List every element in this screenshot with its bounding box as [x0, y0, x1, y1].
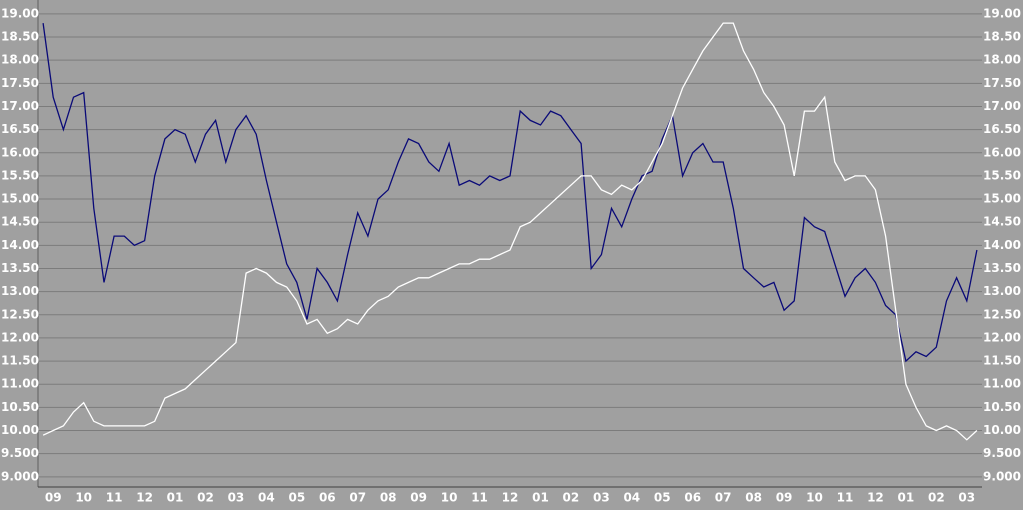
y2-tick-label: 12.50 — [983, 307, 1021, 321]
x-tick-label: 08 — [380, 491, 397, 505]
y2-tick-label: 18.50 — [983, 30, 1021, 44]
y-tick-label: 16.00 — [1, 145, 39, 159]
x-tick-label: 05 — [288, 491, 305, 505]
y2-tick-label: 11.50 — [983, 354, 1021, 368]
y-tick-label: 19.00 — [1, 6, 39, 20]
y-tick-label: 11.50 — [1, 354, 39, 368]
y-tick-label: 14.00 — [1, 238, 39, 252]
x-tick-label: 05 — [654, 491, 671, 505]
x-tick-label: 02 — [563, 491, 580, 505]
y2-tick-label: 17.00 — [983, 99, 1021, 113]
y2-tick-label: 14.00 — [983, 238, 1021, 252]
y2-tick-label: 15.00 — [983, 192, 1021, 206]
x-tick-label: 07 — [715, 491, 732, 505]
y2-tick-label: 17.50 — [983, 76, 1021, 90]
x-tick-label: 09 — [45, 491, 62, 505]
x-tick-label: 06 — [684, 491, 701, 505]
y-tick-label: 17.00 — [1, 99, 39, 113]
y-tick-label: 14.50 — [1, 215, 39, 229]
x-tick-label: 01 — [898, 491, 915, 505]
x-tick-label: 03 — [228, 491, 245, 505]
x-tick-label: 03 — [958, 491, 975, 505]
price-line — [42, 23, 978, 363]
x-tick-label: 11 — [471, 491, 488, 505]
y-tick-label: 13.00 — [1, 284, 39, 298]
x-tick-label: 08 — [745, 491, 762, 505]
y2-tick-label: 15.50 — [983, 168, 1021, 182]
x-tick-label: 01 — [167, 491, 184, 505]
y2-tick-label: 18.00 — [983, 53, 1021, 67]
y2-tick-label: 14.50 — [983, 215, 1021, 229]
x-tick-label: 09 — [776, 491, 793, 505]
y2-tick-label: 16.00 — [983, 145, 1021, 159]
x-tick-label: 04 — [623, 491, 640, 505]
x-tick-label: 10 — [75, 491, 92, 505]
y-tick-label: 9.000 — [1, 469, 39, 483]
y-tick-label: 15.00 — [1, 192, 39, 206]
x-tick-label: 09 — [410, 491, 427, 505]
y2-tick-label: 9.000 — [983, 469, 1021, 483]
x-tick-label: 12 — [136, 491, 153, 505]
y-tick-label: 11.00 — [1, 377, 39, 391]
x-tick-label: 12 — [867, 491, 884, 505]
y-tick-label: 15.50 — [1, 168, 39, 182]
y2-tick-label: 19.00 — [983, 6, 1021, 20]
y-tick-label: 18.00 — [1, 53, 39, 67]
y2-tick-label: 9.500 — [983, 446, 1021, 460]
x-tick-label: 10 — [441, 491, 458, 505]
y-tick-label: 10.00 — [1, 423, 39, 437]
x-tick-label: 02 — [928, 491, 945, 505]
y-tick-label: 17.50 — [1, 76, 39, 90]
price-line — [42, 22, 978, 441]
x-tick-label: 12 — [502, 491, 519, 505]
x-tick-label: 04 — [258, 491, 275, 505]
x-tick-label: 02 — [197, 491, 214, 505]
y-tick-label: 12.50 — [1, 307, 39, 321]
y-tick-label: 13.50 — [1, 261, 39, 275]
y2-tick-label: 12.00 — [983, 330, 1021, 344]
y-tick-label: 12.00 — [1, 330, 39, 344]
y-tick-label: 9.500 — [1, 446, 39, 460]
x-tick-label: 11 — [837, 491, 854, 505]
x-tick-label: 03 — [593, 491, 610, 505]
y2-tick-label: 11.00 — [983, 377, 1021, 391]
y-tick-label: 10.50 — [1, 400, 39, 414]
x-tick-label: 07 — [349, 491, 366, 505]
y-tick-label: 18.50 — [1, 30, 39, 44]
x-tick-label: 01 — [532, 491, 549, 505]
y2-tick-label: 13.50 — [983, 261, 1021, 275]
y-tick-label: 16.50 — [1, 122, 39, 136]
y2-tick-label: 16.50 — [983, 122, 1021, 136]
y2-tick-label: 13.00 — [983, 284, 1021, 298]
x-tick-label: 10 — [806, 491, 823, 505]
x-tick-label: 11 — [106, 491, 123, 505]
y2-tick-label: 10.00 — [983, 423, 1021, 437]
y2-tick-label: 10.50 — [983, 400, 1021, 414]
x-tick-label: 06 — [319, 491, 336, 505]
